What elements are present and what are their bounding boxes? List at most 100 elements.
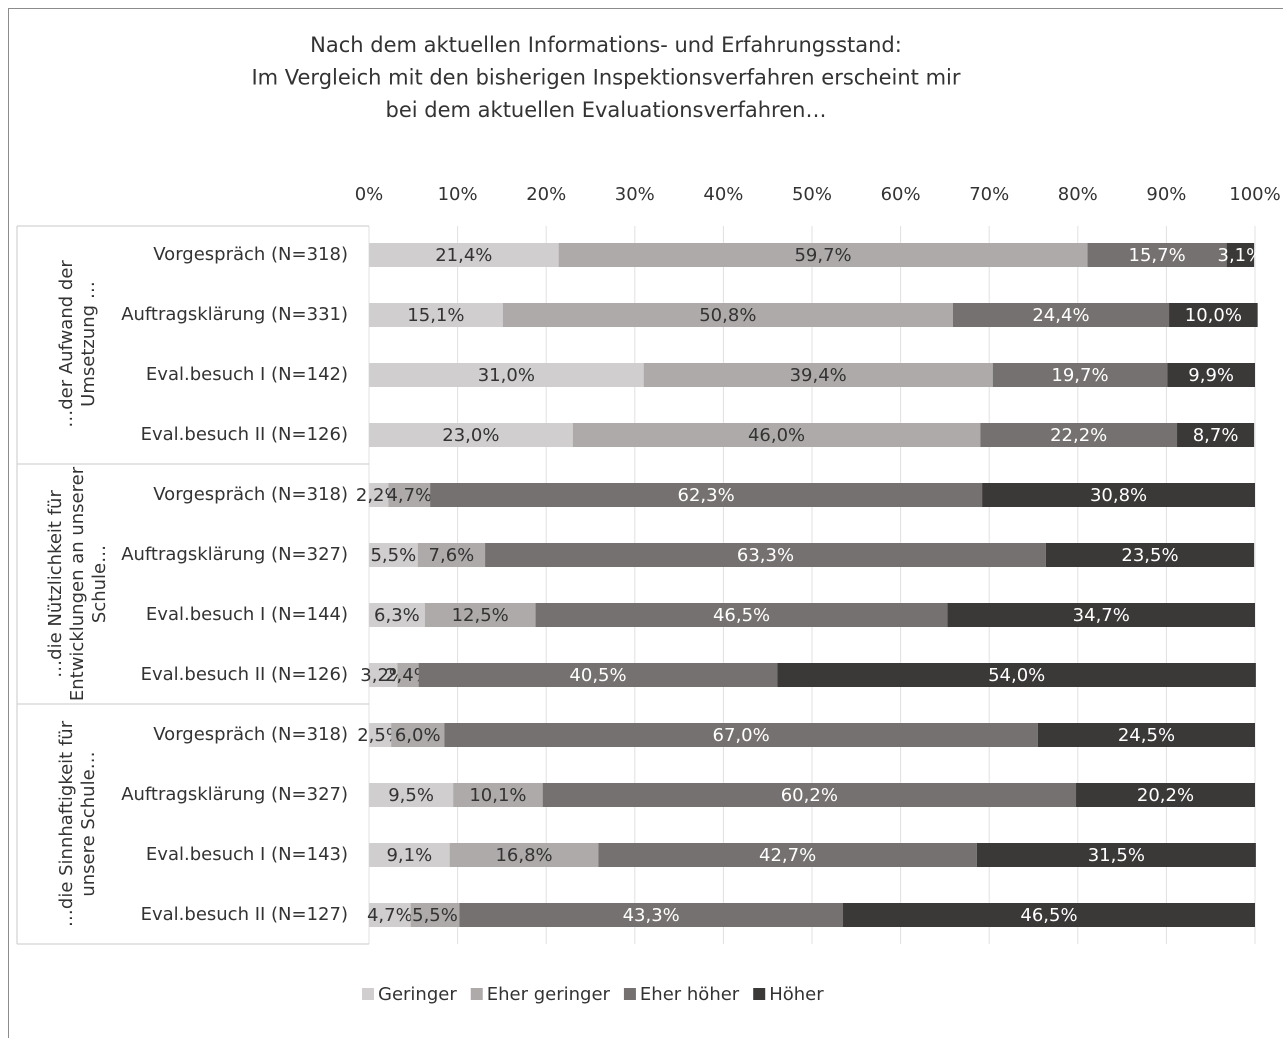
bar-segment [369, 303, 503, 327]
bar-segment [449, 843, 599, 867]
legend-label: Eher höher [640, 984, 740, 1005]
data-label: 4,7% [386, 485, 432, 506]
bar-segment [777, 663, 1256, 687]
data-label: 6,0% [395, 725, 441, 746]
data-label: 9,9% [1188, 365, 1234, 386]
legend-label: Geringer [378, 984, 457, 1005]
group-label: …die Nützlichkeit für Entwicklungen an un… [45, 466, 110, 701]
legend-swatch [753, 988, 766, 1000]
legend-swatch [362, 988, 374, 1000]
y-tick-label: Auftragsklärung (N=331) [121, 304, 348, 325]
data-label: 60,2% [781, 785, 838, 806]
data-label: 42,7% [759, 845, 816, 866]
bar-segment [952, 303, 1170, 327]
data-label: 46,0% [748, 425, 805, 446]
y-tick-label: Eval.besuch I (N=143) [146, 844, 348, 865]
x-tick-label: 10% [438, 184, 478, 205]
group-label-line: …die Sinnhaftigkeit für [56, 720, 77, 927]
bar-segment [453, 783, 543, 807]
bar-segment [976, 843, 1256, 867]
data-label: 5,5% [412, 905, 458, 926]
legend-swatch [623, 988, 636, 1000]
data-label: 16,8% [495, 845, 552, 866]
data-label: 5,5% [370, 545, 416, 566]
data-label: 12,5% [452, 605, 509, 626]
data-label: 4,7% [367, 905, 413, 926]
bar-segment [1045, 543, 1255, 567]
data-label: 43,3% [623, 905, 680, 926]
y-tick-label: Auftragsklärung (N=327) [121, 544, 348, 565]
x-tick-label: 90% [1146, 184, 1186, 205]
chart-title: Im Vergleich mit den bisherigen Inspekti… [251, 66, 960, 90]
x-tick-label: 20% [526, 184, 566, 205]
bar-segment [643, 363, 993, 387]
data-label: 15,1% [407, 305, 464, 326]
bar-segment [369, 543, 418, 567]
data-label: 67,0% [713, 725, 770, 746]
bar-segment [369, 243, 559, 267]
bar-segment [502, 303, 953, 327]
data-label: 31,5% [1088, 845, 1145, 866]
data-label: 10,0% [1185, 305, 1242, 326]
bar-segment [369, 783, 454, 807]
y-tick-label: Eval.besuch II (N=127) [141, 904, 348, 925]
bar-segment [369, 903, 411, 927]
bar-segment [843, 903, 1255, 927]
bar-segment [369, 423, 573, 447]
bar-segment [369, 603, 425, 627]
group-label: …die Sinnhaftigkeit für unsere Schule… [56, 720, 99, 927]
y-tick-label: Auftragsklärung (N=327) [121, 784, 348, 805]
chart-border [8, 8, 1283, 1038]
bar-segment [388, 483, 431, 507]
y-tick-label: Vorgespräch (N=318) [153, 244, 348, 265]
x-tick-label: 40% [703, 184, 743, 205]
legend-label: Höher [769, 984, 824, 1005]
x-tick-label: 80% [1058, 184, 1098, 205]
chart-title: Nach dem aktuellen Informations- und Erf… [310, 33, 902, 57]
data-label: 23,5% [1121, 545, 1178, 566]
y-tick-label: Eval.besuch I (N=142) [146, 364, 348, 385]
data-label: 24,5% [1118, 725, 1175, 746]
bar-segment [369, 723, 392, 747]
data-label: 15,7% [1129, 245, 1186, 266]
data-label: 62,3% [678, 485, 735, 506]
data-label: 7,6% [429, 545, 475, 566]
bar-segment [1037, 723, 1255, 747]
group-label: …der Aufwand der Umsetzung … [56, 260, 99, 428]
data-label: 19,7% [1051, 365, 1108, 386]
group-label-line: Schule… [89, 545, 110, 623]
data-label: 40,5% [569, 665, 626, 686]
data-label: 9,5% [388, 785, 434, 806]
data-label: 3,2% [360, 665, 406, 686]
y-tick-label: Vorgespräch (N=318) [153, 484, 348, 505]
data-label: 39,4% [790, 365, 847, 386]
bar-segment [397, 663, 419, 687]
data-label: 8,7% [1193, 425, 1239, 446]
bar-segment [1177, 423, 1255, 447]
x-tick-label: 70% [969, 184, 1009, 205]
bar-segment [1226, 243, 1255, 267]
data-label: 31,0% [478, 365, 535, 386]
group-label-line: Umsetzung … [78, 281, 99, 407]
data-label: 24,4% [1032, 305, 1089, 326]
data-label: 23,0% [442, 425, 499, 446]
bar-segment [459, 903, 844, 927]
bar-segment [369, 363, 644, 387]
group-label-line: …der Aufwand der [56, 260, 77, 428]
group-label-line: unsere Schule… [78, 751, 99, 896]
bar-segment [1169, 303, 1258, 327]
data-label: 34,7% [1073, 605, 1130, 626]
bar-segment [1087, 243, 1227, 267]
bar-segment [542, 783, 1077, 807]
bar-segment [444, 723, 1038, 747]
x-tick-label: 100% [1229, 184, 1280, 205]
y-tick-label: Vorgespräch (N=318) [153, 724, 348, 745]
bar-segment [391, 723, 445, 747]
data-label: 46,5% [1020, 905, 1077, 926]
data-label: 9,1% [386, 845, 432, 866]
bar-segment [598, 843, 977, 867]
bar-segment [430, 483, 983, 507]
y-tick-label: Eval.besuch I (N=144) [146, 604, 348, 625]
data-label: 6,3% [374, 605, 420, 626]
